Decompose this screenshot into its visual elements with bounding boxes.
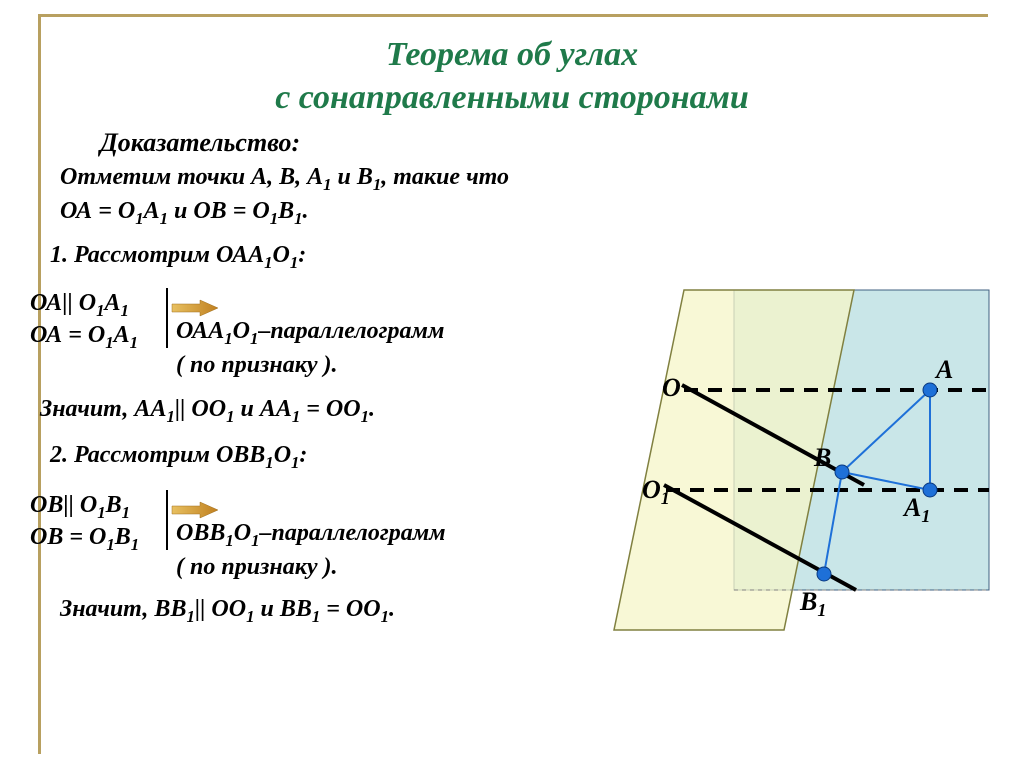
conclusion-1b: ( по признаку ).: [176, 350, 338, 381]
implies-arrow-1: [170, 298, 220, 318]
intro-line-1: Отметим точки А, В, А1 и В1, такие что: [60, 162, 509, 196]
label-B: B: [813, 443, 831, 472]
intro-line-2: ОА = О1А1 и ОВ = О1В1.: [60, 196, 309, 230]
label-B1: B1: [799, 587, 826, 620]
premise-1b: ОА = О1А1: [30, 320, 138, 354]
step-1-heading: 1. Рассмотрим ОАА1О1:: [50, 240, 306, 274]
label-O: O: [662, 373, 681, 402]
title-line2: с сонаправленными сторонами: [275, 79, 749, 116]
conclusion-2b: ( по признаку ).: [176, 552, 338, 583]
conclusion-2a: ОВВ1О1–параллелограмм: [176, 518, 446, 552]
proof-subtitle: Доказательство:: [100, 128, 300, 158]
point-B: [835, 465, 849, 479]
label-A: A: [934, 355, 953, 384]
result-2: Значит, ВВ1|| ОО1 и ВВ1 = ОО1.: [60, 594, 395, 628]
premise-2b: ОВ = О1В1: [30, 522, 139, 556]
step-2-heading: 2. Рассмотрим ОВВ1О1:: [50, 440, 307, 474]
title-line1: Теорема об углах: [386, 36, 638, 73]
point-A: [923, 383, 937, 397]
conclusion-1a: ОАА1О1–параллелограмм: [176, 316, 444, 350]
premise-2a: ОВ|| О1В1: [30, 490, 130, 524]
implies-arrow-2: [170, 500, 220, 520]
point-B1: [817, 567, 831, 581]
result-1: Значит, АА1|| ОО1 и АА1 = ОО1.: [40, 394, 375, 428]
premise-1a: ОА|| О1А1: [30, 288, 129, 322]
bracket-2: [166, 490, 168, 550]
bracket-1: [166, 288, 168, 348]
page-title: Теорема об углах с сонаправленными сторо…: [0, 34, 1024, 119]
geometry-diagram: O A O1 A1 B B1: [604, 280, 1004, 660]
point-A1: [923, 483, 937, 497]
